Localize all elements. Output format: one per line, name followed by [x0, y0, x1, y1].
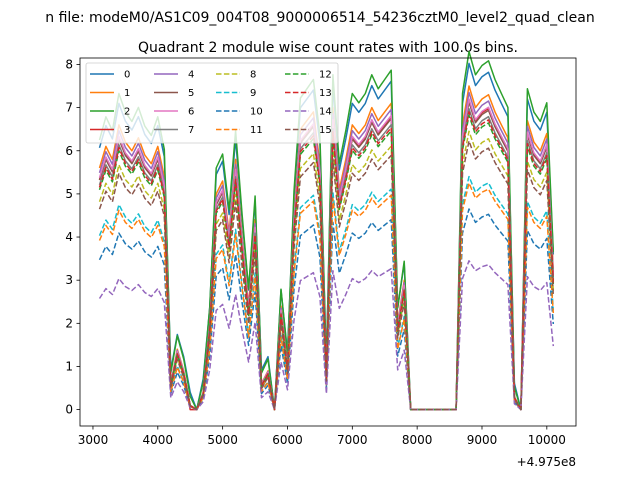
legend-label-8: 8	[250, 70, 256, 81]
chart-suptitle: n file: modeM0/AS1C09_004T08_9000006514_…	[45, 10, 594, 26]
y-tick-label: 5	[65, 187, 73, 201]
legend-label-7: 7	[188, 125, 194, 136]
y-tick-label: 4	[65, 230, 73, 244]
y-tick-label: 3	[65, 273, 73, 287]
legend-label-6: 6	[188, 107, 194, 118]
y-tick-label: 8	[65, 57, 73, 71]
axes-frame	[79, 57, 577, 427]
axes: 3000 4000 5000 6000 7000 8000 9000 100000123456…	[65, 57, 577, 447]
x-tick-label: 10000	[528, 433, 566, 447]
series-line-13	[98, 111, 555, 411]
series-line-12	[98, 114, 555, 411]
legend-label-10: 10	[250, 107, 263, 118]
legend-label-13: 13	[319, 88, 332, 99]
legend-label-15: 15	[319, 125, 332, 136]
y-tick-label: 1	[65, 359, 73, 373]
x-tick-label: 7000	[337, 433, 368, 447]
legend-label-12: 12	[319, 70, 332, 81]
legend-label-3: 3	[124, 125, 130, 136]
legend-box	[85, 62, 339, 144]
legend-label-14: 14	[319, 107, 332, 118]
x-tick-label: 3000	[78, 433, 109, 447]
y-tick-label: 6	[65, 144, 73, 158]
series-line-11	[98, 182, 555, 411]
series-lines	[98, 50, 555, 411]
legend-label-2: 2	[124, 107, 130, 118]
legend-label-11: 11	[250, 125, 263, 136]
x-tick-label: 8000	[402, 433, 433, 447]
chart-title: Quadrant 2 module wise count rates with …	[138, 40, 518, 56]
legend-label-5: 5	[188, 88, 194, 99]
legend-label-0: 0	[124, 70, 130, 81]
legend-label-1: 1	[124, 88, 130, 99]
series-line-14	[98, 260, 555, 411]
legend-label-4: 4	[188, 70, 194, 81]
y-tick-label: 2	[65, 316, 73, 330]
x-tick-label: 6000	[272, 433, 303, 447]
x-offset-label: +4.975e8	[517, 455, 576, 469]
series-line-15	[98, 140, 555, 411]
y-tick-label: 7	[65, 101, 73, 115]
legend-label-9: 9	[250, 88, 256, 99]
y-tick-label: 0	[65, 403, 73, 417]
x-tick-label: 4000	[143, 433, 174, 447]
x-tick-label: 9000	[467, 433, 498, 447]
x-tick-label: 5000	[207, 433, 238, 447]
